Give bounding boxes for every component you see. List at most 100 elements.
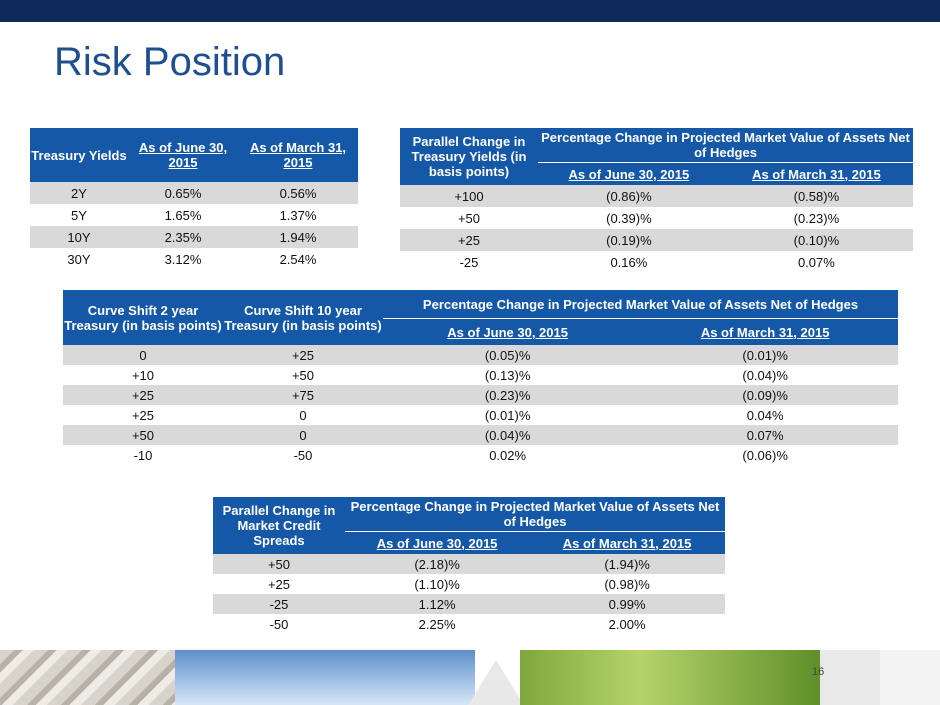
cell: 3.12% [128,248,238,270]
header-june-2015: As of June 30, 2015 [538,162,720,185]
cell: +100 [400,185,538,207]
page-number: 16 [812,666,825,678]
cell: (0.39)% [538,207,720,229]
cell: -25 [400,251,538,273]
leaf-image [520,650,820,705]
credit-spreads-table: Parallel Change in Market Credit Spreads… [213,497,725,634]
cell: (0.23)% [719,207,913,229]
cell: (0.19)% [538,229,720,251]
cell: (0.23)% [383,385,633,405]
treasury-yields-table: Treasury Yields As of June 30, 2015 As o… [30,128,358,270]
cell: 0.04% [632,405,898,425]
cell: 2.00% [529,614,725,634]
cell: +50 [213,554,345,574]
cell: 0.16% [538,251,720,273]
table-row: +25 (0.19)% (0.10)% [400,229,913,251]
table-row: 2Y 0.65% 0.56% [30,182,358,204]
header-percentage-change: Percentage Change in Projected Market Va… [538,128,913,163]
header-june-2015: As of June 30, 2015 [383,318,633,345]
cell: 0 [63,345,223,365]
cell: (0.04)% [383,425,633,445]
cell: +25 [223,345,383,365]
cell: (1.94)% [529,554,725,574]
cell: (0.58)% [719,185,913,207]
footer-image-strip [0,650,940,705]
cell: 0 [223,405,383,425]
header-june-2015: As of June 30, 2015 [345,531,530,554]
cell: 0.02% [383,445,633,465]
triangle-shape [468,660,524,705]
cell: 2.35% [128,226,238,248]
table-row: +25 0 (0.01)% 0.04% [63,405,898,425]
curve-shift-table: Curve Shift 2 year Treasury (in basis po… [63,290,898,465]
header-percentage-change: Percentage Change in Projected Market Va… [345,497,725,532]
table-row: -50 2.25% 2.00% [213,614,725,634]
table-row: 30Y 3.12% 2.54% [30,248,358,270]
cell: 1.37% [238,204,358,226]
cell: +10 [63,365,223,385]
cell: (1.10)% [345,574,530,594]
cell: -50 [213,614,345,634]
header-march-2015: As of March 31, 2015 [238,128,358,182]
top-banner [0,0,940,22]
header-parallel-change-credit: Parallel Change in Market Credit Spreads [213,497,345,554]
header-treasury-yields: Treasury Yields [30,128,128,182]
treasury-parallel-change-table: Parallel Change in Treasury Yields (in b… [400,128,913,273]
header-parallel-change: Parallel Change in Treasury Yields (in b… [400,128,538,185]
table-row: 10Y 2.35% 1.94% [30,226,358,248]
cell: (0.09)% [632,385,898,405]
cell: (0.01)% [632,345,898,365]
cell: 0.99% [529,594,725,614]
cell: -25 [213,594,345,614]
cell: (0.04)% [632,365,898,385]
cell: (0.86)% [538,185,720,207]
cell: 2Y [30,182,128,204]
cell: +25 [213,574,345,594]
cell: 30Y [30,248,128,270]
cell: (0.05)% [383,345,633,365]
cell: (0.13)% [383,365,633,385]
table-row: +50 (0.39)% (0.23)% [400,207,913,229]
cell: (0.01)% [383,405,633,425]
cell: +25 [63,405,223,425]
table-row: -25 1.12% 0.99% [213,594,725,614]
table-row: 5Y 1.65% 1.37% [30,204,358,226]
cell: 1.65% [128,204,238,226]
cell: -50 [223,445,383,465]
sky-image [175,650,475,705]
table-row: +25 +75 (0.23)% (0.09)% [63,385,898,405]
cell: (0.98)% [529,574,725,594]
cell: 0 [223,425,383,445]
rope-image [0,650,175,705]
header-march-2015: As of March 31, 2015 [632,318,898,345]
table-row: +100 (0.86)% (0.58)% [400,185,913,207]
table-row: -25 0.16% 0.07% [400,251,913,273]
cell: 2.25% [345,614,530,634]
cell: 5Y [30,204,128,226]
header-curve-shift-10y: Curve Shift 10 year Treasury (in basis p… [223,290,383,345]
header-march-2015: As of March 31, 2015 [719,162,913,185]
cell: +50 [223,365,383,385]
cell: (2.18)% [345,554,530,574]
cell: 0.65% [128,182,238,204]
cell: 10Y [30,226,128,248]
cell: (0.06)% [632,445,898,465]
cell: 1.94% [238,226,358,248]
page-title: Risk Position [54,40,286,84]
table-row: +10 +50 (0.13)% (0.04)% [63,365,898,385]
cell: +50 [400,207,538,229]
table-row: +25 (1.10)% (0.98)% [213,574,725,594]
table-row: +50 0 (0.04)% 0.07% [63,425,898,445]
cell: (0.10)% [719,229,913,251]
cell: 1.12% [345,594,530,614]
table-row: 0 +25 (0.05)% (0.01)% [63,345,898,365]
cell: +50 [63,425,223,445]
header-curve-shift-2y: Curve Shift 2 year Treasury (in basis po… [63,290,223,345]
cell: +25 [63,385,223,405]
cell: -10 [63,445,223,465]
header-march-2015: As of March 31, 2015 [529,531,725,554]
cell: 2.54% [238,248,358,270]
cell: +25 [400,229,538,251]
table-row: +50 (2.18)% (1.94)% [213,554,725,574]
cell: +75 [223,385,383,405]
